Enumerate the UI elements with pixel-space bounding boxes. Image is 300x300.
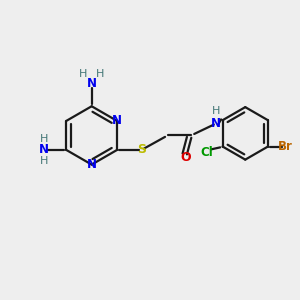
Text: H: H	[40, 134, 48, 144]
Text: N: N	[39, 143, 49, 157]
Text: N: N	[112, 114, 122, 127]
Text: Cl: Cl	[200, 146, 213, 159]
Text: H: H	[212, 106, 220, 116]
Text: H: H	[79, 69, 88, 79]
Text: N: N	[87, 77, 97, 90]
Text: H: H	[96, 69, 104, 79]
Text: S: S	[137, 143, 146, 157]
Text: N: N	[211, 117, 221, 130]
Text: H: H	[40, 156, 48, 166]
Text: O: O	[180, 151, 191, 164]
Text: N: N	[87, 158, 97, 171]
Text: Br: Br	[278, 140, 293, 153]
